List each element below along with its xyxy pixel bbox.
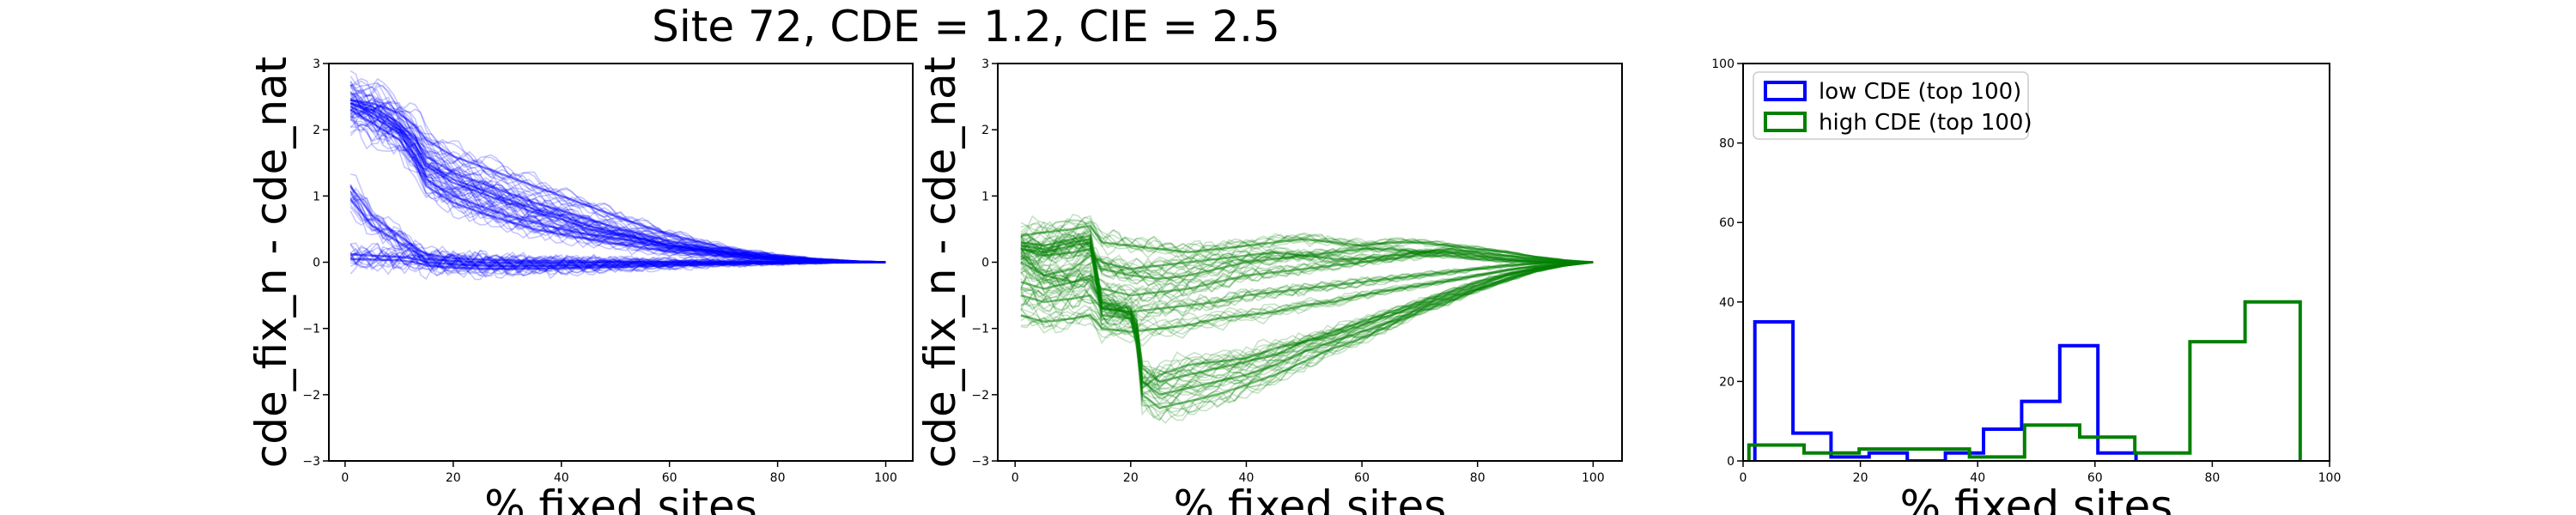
y-tick-label: 0 <box>313 257 320 270</box>
plot-border <box>1742 63 2330 462</box>
y-tick-label: 3 <box>981 58 989 71</box>
y-tick-label: 20 <box>1719 375 1735 389</box>
histogram-step <box>1747 300 2302 461</box>
y-tick-label: 60 <box>1719 216 1735 230</box>
x-tick-label: 20 <box>446 471 461 485</box>
series-line <box>350 99 886 264</box>
y-tick-label: 80 <box>1719 137 1735 151</box>
x-tick-label: 40 <box>1970 471 1985 485</box>
x-tick-label: 100 <box>2318 471 2342 485</box>
panel-3: 0 20 40 60 80 100 0 20 40 60 80 100 % fixed sites low… <box>1711 58 2341 515</box>
y-tick-label: 100 <box>1711 58 1735 71</box>
y-tick-label: −3 <box>971 455 989 469</box>
y-tick-label: −2 <box>971 389 989 403</box>
series-line <box>350 252 886 268</box>
x-tick-label: 80 <box>1470 471 1485 485</box>
trace-line <box>1020 246 1594 282</box>
y-tick-label: −1 <box>302 323 320 336</box>
y-tick-label: −1 <box>971 323 989 336</box>
trace-line <box>349 77 886 264</box>
series-line <box>1020 247 1594 281</box>
legend-box <box>1753 71 2029 140</box>
panel-1: 0 20 40 60 80 100 −3 −2 −1 0 1 2 3 % fixed sites cde_f… <box>246 57 914 515</box>
y-tick-label: 40 <box>1719 296 1735 310</box>
legend-entry-label: low CDE (top 100) <box>1819 79 2021 105</box>
x-tick-label: 0 <box>1740 471 1747 485</box>
x-axis-label: % fixed sites <box>484 482 757 515</box>
y-tick-label: 2 <box>981 124 989 137</box>
y-tick-label: 2 <box>313 124 320 137</box>
plot-area <box>349 70 886 281</box>
x-tick-label: 0 <box>341 471 349 485</box>
y-tick-label: 1 <box>981 190 989 203</box>
figure-title: Site 72, CDE = 1.2, CIE = 2.5 <box>652 2 1280 52</box>
panel-2: 0 20 40 60 80 100 −3 −2 −1 0 1 2 3 % fixed sites cde_f… <box>915 57 1623 515</box>
x-tick-label: 0 <box>1012 471 1019 485</box>
y-tick-label: 1 <box>313 190 320 203</box>
x-axis-label: % fixed sites <box>1174 482 1447 515</box>
x-tick-label: 100 <box>874 471 897 485</box>
x-tick-label: 60 <box>1354 471 1370 485</box>
legend: low CDE (top 100) high CDE (top 100) <box>1753 71 2032 140</box>
x-axis-label: % fixed sites <box>1900 482 2173 515</box>
legend-entry-label: high CDE (top 100) <box>1819 110 2032 136</box>
y-tick-label: 3 <box>313 58 320 71</box>
x-tick-label: 80 <box>770 471 786 485</box>
series-line <box>1020 261 1594 333</box>
x-tick-label: 60 <box>2087 471 2103 485</box>
series-line <box>349 108 886 264</box>
trace-line <box>1020 251 1594 301</box>
trace-line <box>1020 261 1594 316</box>
histogram-step <box>1753 320 2138 461</box>
y-axis-label: cde_fix_n - cde_nat <box>915 57 965 469</box>
y-tick-label: −3 <box>302 455 320 469</box>
y-tick-label: 0 <box>1727 455 1735 469</box>
x-tick-label: 60 <box>662 471 677 485</box>
x-tick-label: 40 <box>554 471 569 485</box>
y-tick-label: −2 <box>302 389 320 403</box>
series-line <box>1020 240 1594 409</box>
legend-swatch <box>1764 112 1807 132</box>
x-tick-label: 40 <box>1239 471 1255 485</box>
x-tick-label: 80 <box>2204 471 2220 485</box>
x-tick-label: 20 <box>1853 471 1868 485</box>
series-line <box>1020 224 1594 264</box>
y-tick-label: 0 <box>981 257 989 270</box>
x-tick-label: 100 <box>1582 471 1605 485</box>
series-line <box>1020 254 1594 297</box>
trace-line <box>1020 239 1594 285</box>
legend-swatch <box>1764 81 1807 101</box>
plot-area <box>1747 300 2302 461</box>
trace-line <box>1020 261 1594 336</box>
plot-area <box>1020 213 1594 424</box>
series-line <box>1020 254 1594 391</box>
series-line <box>1020 261 1594 313</box>
x-tick-label: 20 <box>1123 471 1139 485</box>
y-axis-label: cde_fix_n - cde_nat <box>246 57 296 469</box>
